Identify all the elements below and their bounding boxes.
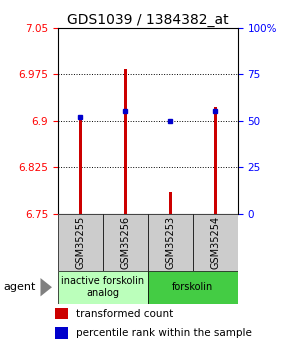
Bar	[55, 308, 68, 319]
Title: GDS1039 / 1384382_at: GDS1039 / 1384382_at	[67, 12, 229, 27]
Text: GSM35254: GSM35254	[210, 216, 220, 269]
Bar	[168, 192, 172, 214]
Bar	[148, 271, 238, 304]
Text: GSM35256: GSM35256	[120, 216, 130, 269]
Text: inactive forskolin
analog: inactive forskolin analog	[61, 276, 144, 298]
Bar	[58, 271, 148, 304]
Bar	[213, 107, 217, 214]
Text: GSM35253: GSM35253	[165, 216, 175, 269]
Text: agent: agent	[3, 282, 35, 292]
Bar	[193, 214, 238, 271]
Text: GSM35255: GSM35255	[75, 216, 86, 269]
Bar	[55, 327, 68, 339]
Text: transformed count: transformed count	[76, 308, 173, 318]
Text: forskolin: forskolin	[172, 282, 213, 292]
Bar	[148, 214, 193, 271]
Polygon shape	[41, 278, 52, 296]
Bar	[103, 214, 148, 271]
Bar	[79, 119, 82, 214]
Text: percentile rank within the sample: percentile rank within the sample	[76, 328, 252, 338]
Bar	[124, 69, 127, 214]
Bar	[58, 214, 103, 271]
